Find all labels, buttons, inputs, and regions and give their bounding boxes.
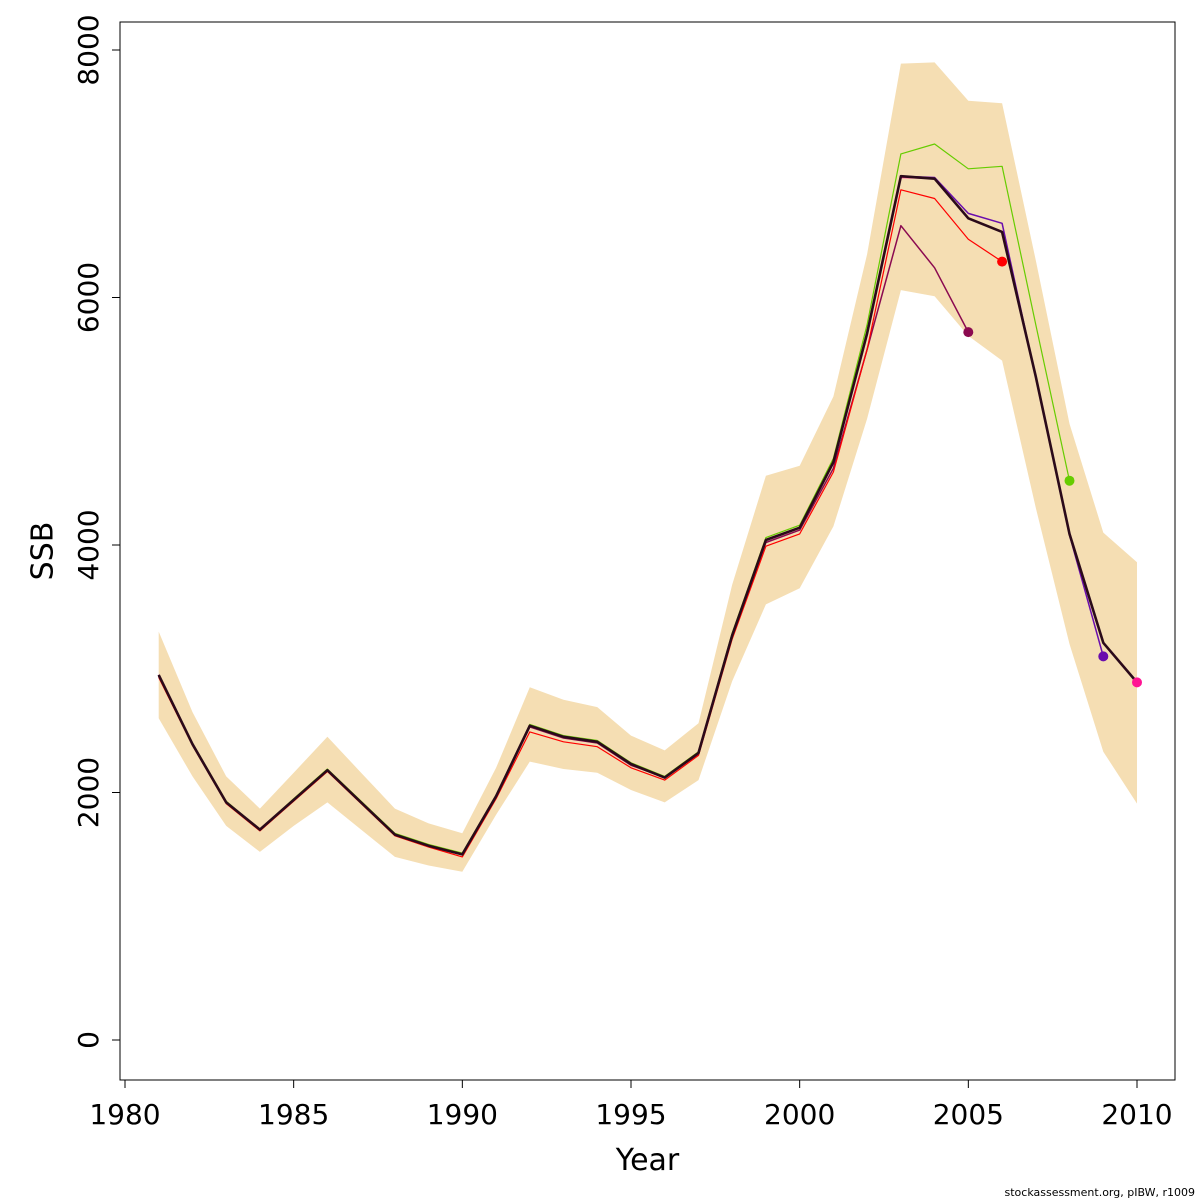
x-tick-label: 2010: [1101, 1098, 1172, 1131]
end-point-retro-2006: [997, 256, 1008, 267]
x-tick-label: 1990: [427, 1098, 498, 1131]
y-tick-label: 8000: [72, 14, 105, 85]
series-layer: [157, 143, 1138, 858]
x-axis: 1980 1985 1990 1995 2000 2005 2010: [89, 1079, 1173, 1131]
x-tick-label: 1985: [258, 1098, 329, 1131]
y-tick-label: 6000: [72, 262, 105, 333]
end-point-retro-2005: [963, 327, 974, 338]
x-tick-label: 1995: [595, 1098, 666, 1131]
x-axis-title: Year: [615, 1143, 680, 1178]
y-tick-label: 0: [72, 1031, 105, 1049]
y-axis: 0 2000 4000 6000 8000: [72, 14, 121, 1049]
confidence-band: [158, 62, 1137, 872]
end-point-retro-2010: [1132, 677, 1142, 688]
y-tick-label: 4000: [72, 509, 105, 580]
end-point-retro-2008: [1064, 475, 1075, 486]
y-axis-title: SSB: [26, 522, 61, 581]
confidence-band-layer: [158, 62, 1137, 872]
series-line-base-run: [157, 174, 1138, 856]
y-tick-label: 2000: [72, 757, 105, 828]
credit-text: stockassessment.org, pIBW, r1009: [1005, 1186, 1196, 1199]
end-point-retro-2009: [1098, 651, 1109, 662]
end-marker-layer: [963, 256, 1142, 688]
x-tick-label: 2005: [933, 1098, 1004, 1131]
x-tick-label: 1980: [89, 1098, 160, 1131]
x-tick-label: 2000: [764, 1098, 835, 1131]
